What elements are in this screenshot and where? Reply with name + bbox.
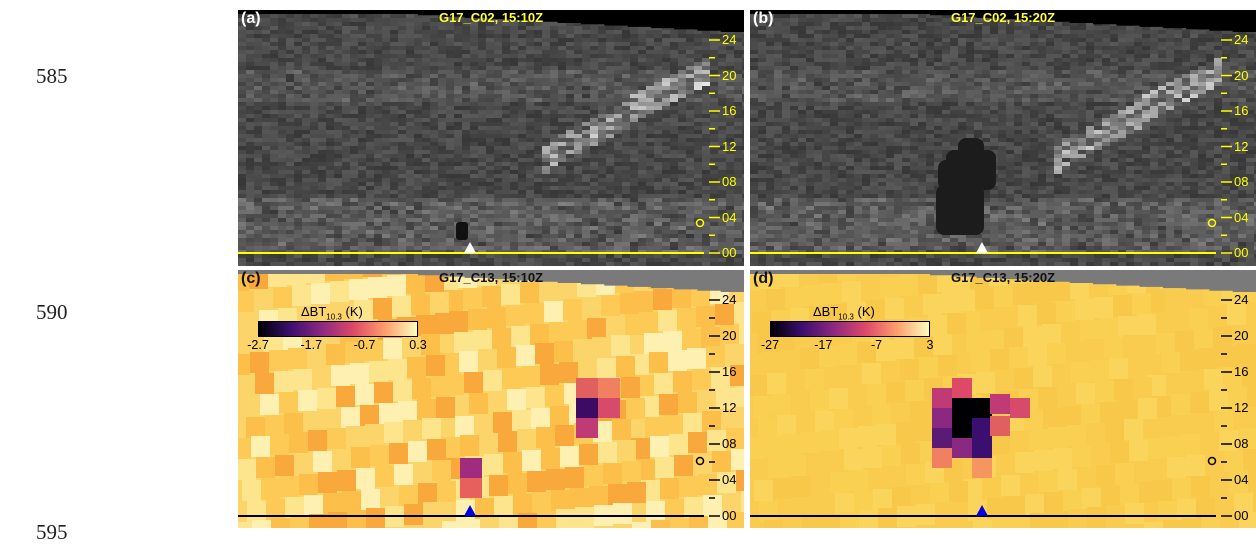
axis-tick-label: 16 <box>722 103 737 118</box>
axis-tick-label: 04 <box>1234 472 1249 487</box>
axis-tick-label: 04 <box>722 472 737 487</box>
plume-feature <box>936 138 996 235</box>
axis-tick-label: 24 <box>1234 292 1249 307</box>
axis-tick-label: 12 <box>722 138 737 154</box>
axis-tick-label: 16 <box>722 364 737 379</box>
panel-d-letter: (d) <box>753 270 774 287</box>
panel-c-colorbar-gradient <box>258 321 418 337</box>
panel-d-colorbar-gradient <box>770 321 930 337</box>
scan-edge-mask <box>750 270 1256 292</box>
anomaly-pixels <box>460 378 620 498</box>
scan-edge-mask <box>750 10 1256 32</box>
axis-tick-label: 12 <box>722 400 737 415</box>
line-number-595: 595 <box>36 520 68 544</box>
axis-tick-label: 00 <box>722 245 737 260</box>
axis-tick-label: 20 <box>1234 328 1249 343</box>
axis-tick-label: 20 <box>722 328 737 343</box>
colorbar-tick: -7 <box>870 338 883 352</box>
axis-tick-label: 24 <box>722 292 737 307</box>
colorbar-tick: -0.7 <box>353 338 376 352</box>
panel-b: (b) G17_C02, 15:20Z 24 20 16 12 08 04 00 <box>750 10 1256 266</box>
plume-feature <box>456 222 468 240</box>
image-texture <box>238 10 744 266</box>
axis-tick-label: 00 <box>1234 245 1249 260</box>
panel-d-colorbar: ΔBT10.3 (K) -27 -17 -7 3 <box>761 303 934 353</box>
panel-d-colorbar-ticks: -27 -17 -7 3 <box>761 337 934 353</box>
axis-tick-label: 08 <box>1234 436 1249 451</box>
axis-tick-label: 04 <box>1234 209 1249 225</box>
scan-edge-mask <box>238 10 744 32</box>
axis-tick-label: 20 <box>722 67 737 83</box>
axis-tick-label: 12 <box>1234 138 1249 154</box>
axis-tick-label: 04 <box>722 209 737 225</box>
colorbar-tick: -2.7 <box>247 338 269 352</box>
site-triangle-marker <box>464 242 476 253</box>
line-number-590: 590 <box>36 300 68 324</box>
site-triangle-marker <box>464 505 476 516</box>
axis-tick-label: 00 <box>722 508 737 523</box>
panel-c-title: G17_C13, 15:10Z <box>438 270 544 285</box>
axis-tick-label: 16 <box>1234 103 1249 118</box>
axis-tick-label: 24 <box>722 32 737 47</box>
axis-tick-label: 16 <box>1234 364 1249 379</box>
panel-b-image <box>750 10 1256 266</box>
axis-tick-label: 24 <box>1234 32 1249 47</box>
panel-d-image <box>750 270 1256 528</box>
image-texture <box>750 10 1256 266</box>
axis-tick-label: 12 <box>1234 400 1249 415</box>
panel-d-title: G17_C13, 15:20Z <box>950 270 1056 285</box>
panel-c-colorbar-ticks: -2.7 -1.7 -0.7 0.3 <box>247 337 426 353</box>
panel-d-colorbar-label: ΔBT10.3 (K) <box>813 304 875 322</box>
panel-c-image <box>238 270 744 528</box>
axis-tick-label: 08 <box>722 174 737 189</box>
site-triangle-marker <box>976 242 988 253</box>
panel-a: (a) G17_C02, 15:10Z 24 20 16 12 08 04 00 <box>238 10 744 266</box>
colorbar-tick: -17 <box>814 338 833 352</box>
axis-tick-label: 08 <box>1234 174 1249 189</box>
colorbar-tick: -27 <box>760 338 780 352</box>
site-circle-marker <box>695 456 705 466</box>
colorbar-tick: 3 <box>926 338 934 352</box>
colorbar-tick: 0.3 <box>409 338 427 352</box>
panel-c-colorbar-label: ΔBT10.3 (K) <box>301 304 363 322</box>
axis-tick-label: 20 <box>1234 67 1249 83</box>
panel-a-letter: (a) <box>241 10 261 27</box>
panel-b-title: G17_C02, 15:20Z <box>950 10 1056 25</box>
pixel-grid <box>750 270 1256 528</box>
site-triangle-marker <box>976 505 988 516</box>
panel-a-title: G17_C02, 15:10Z <box>438 10 544 25</box>
site-circle-marker <box>695 218 705 228</box>
panel-c-letter: (c) <box>241 270 261 287</box>
colorbar-tick: -1.7 <box>300 338 323 352</box>
scan-edge-mask <box>238 270 744 292</box>
panel-d: (d) G17_C13, 15:20Z ΔBT10.3 (K) -27 -17 … <box>750 270 1256 528</box>
axis-tick-label: 00 <box>1234 508 1249 523</box>
site-circle-marker <box>1207 218 1217 228</box>
anomaly-pixels <box>932 378 1030 478</box>
axis-tick-label: 08 <box>722 436 737 451</box>
panel-c-colorbar: ΔBT10.3 (K) -2.7 -1.7 -0.7 0.3 <box>247 303 426 353</box>
site-circle-marker <box>1207 456 1217 466</box>
panel-c: (c) G17_C13, 15:10Z ΔBT10.3 (K) -2.7 -1.… <box>238 270 744 528</box>
panel-a-image <box>238 10 744 266</box>
panel-b-letter: (b) <box>753 10 774 27</box>
line-number-585: 585 <box>36 64 68 88</box>
